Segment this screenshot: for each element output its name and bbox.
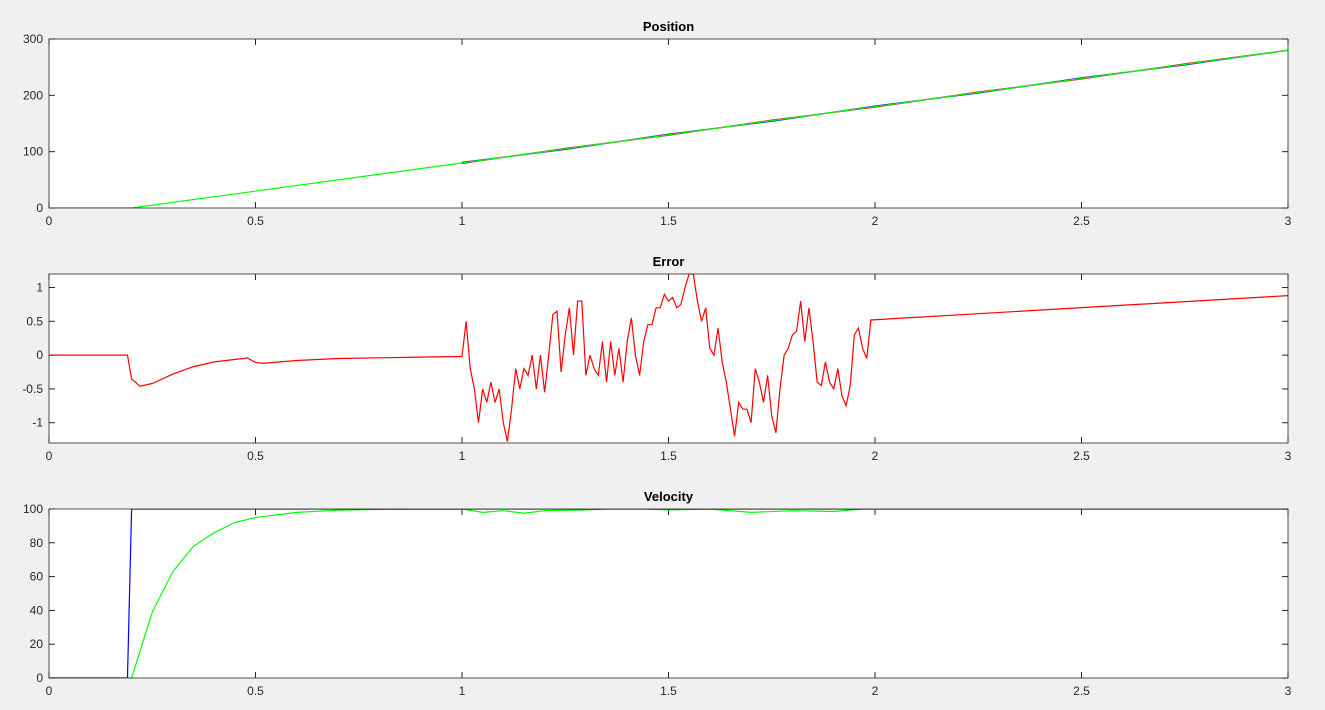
x-tick-label: 1.5 (660, 684, 677, 698)
x-tick-label: 0.5 (247, 449, 264, 463)
y-tick-label: 100 (23, 145, 43, 159)
x-tick-label: 3 (1285, 214, 1292, 228)
y-tick-label: -1 (32, 416, 43, 430)
y-tick-label: 0 (36, 201, 43, 215)
panel: Error 0 0.5 1 1.5 2 2.5 3 -1 -0.5 0 0.5 1 (22, 254, 1291, 463)
x-tick-label: 0.5 (247, 684, 264, 698)
chart-title: Error (653, 254, 685, 269)
x-tick-label: 0 (46, 684, 53, 698)
data-line (49, 274, 1288, 442)
y-tick-label: 60 (30, 570, 44, 584)
x-tick-label: 2 (872, 449, 879, 463)
x-tick-label: 2.5 (1073, 214, 1090, 228)
x-tick-label: 3 (1285, 684, 1292, 698)
x-tick-label: 1 (459, 449, 466, 463)
x-tick-label: 0 (46, 449, 53, 463)
x-tick-label: 1.5 (660, 449, 677, 463)
y-tick-label: 20 (30, 637, 44, 651)
x-tick-label: 2 (872, 684, 879, 698)
y-tick-label: 40 (30, 603, 44, 617)
chart-title: Velocity (644, 489, 694, 504)
panel: Position 0 0.5 1 1.5 2 2.5 3 0 100 200 300 (23, 19, 1292, 228)
x-tick-label: 1.5 (660, 214, 677, 228)
y-tick-label: 0.5 (26, 314, 43, 328)
y-tick-label: 100 (23, 502, 43, 516)
y-tick-label: 200 (23, 88, 43, 102)
x-tick-label: 2.5 (1073, 449, 1090, 463)
x-tick-label: 3 (1285, 449, 1292, 463)
data-line (49, 49, 1288, 208)
x-tick-label: 1 (459, 214, 466, 228)
plot-area (49, 39, 1288, 208)
data-line (49, 509, 1288, 678)
x-tick-label: 2.5 (1073, 684, 1090, 698)
y-tick-label: -0.5 (22, 382, 43, 396)
axes-box (48, 273, 1289, 444)
axes-box (48, 38, 1289, 209)
x-tick-label: 0.5 (247, 214, 264, 228)
y-tick-label: 0 (36, 348, 43, 362)
x-tick-label: 0 (46, 214, 53, 228)
data-line (49, 509, 1288, 678)
plot-area (49, 509, 1288, 678)
chart-title: Position (643, 19, 694, 34)
axes-box (48, 508, 1289, 679)
y-tick-label: 300 (23, 32, 43, 46)
y-tick-label: 80 (30, 536, 44, 550)
x-tick-label: 1 (459, 684, 466, 698)
x-tick-label: 2 (872, 214, 879, 228)
panel: Velocity 0 0.5 1 1.5 2 2.5 3 0 20 40 60 80 100 (23, 489, 1292, 698)
y-tick-label: 1 (36, 281, 43, 295)
plot-area (49, 274, 1288, 443)
y-tick-label: 0 (36, 671, 43, 685)
